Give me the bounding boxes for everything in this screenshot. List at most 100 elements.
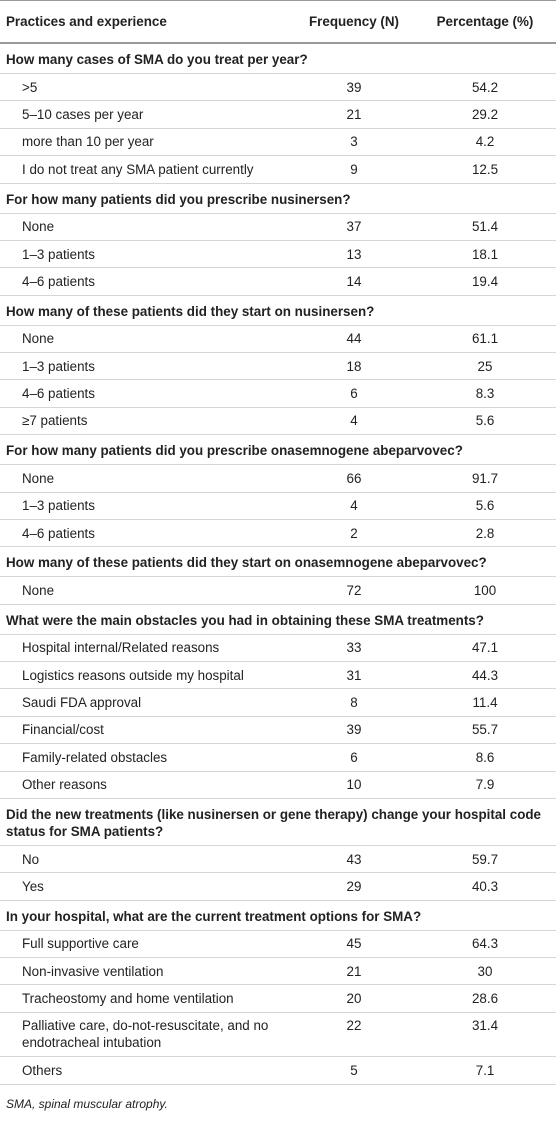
data-row: Other reasons 10 7.9 [0, 771, 556, 799]
row-label: Family-related obstacles [0, 743, 294, 772]
frequency-cell: 6 [294, 379, 414, 408]
section-title: What were the main obstacles you had in … [0, 604, 556, 635]
frequency-cell: 39 [294, 716, 414, 745]
frequency-cell: 44 [294, 325, 414, 354]
percentage-cell: 8.3 [414, 379, 556, 408]
section-title: For how many patients did you prescribe … [0, 434, 556, 466]
section-title: How many of these patients did they star… [0, 546, 556, 578]
row-label: I do not treat any SMA patient currently [0, 155, 294, 184]
row-label: Other reasons [0, 771, 294, 799]
frequency-cell: 29 [294, 872, 414, 901]
column-header: Frequency (N) [294, 0, 414, 44]
percentage-cell: 7.1 [414, 1056, 556, 1085]
data-row: ≥7 patients 4 5.6 [0, 407, 556, 436]
percentage-cell: 54.2 [414, 73, 556, 102]
percentage-cell: 44.3 [414, 661, 556, 690]
data-row: None 66 91.7 [0, 464, 556, 493]
row-label: more than 10 per year [0, 128, 294, 157]
section-title: How many cases of SMA do you treat per y… [0, 43, 556, 74]
percentage-cell: 40.3 [414, 872, 556, 901]
section-row: How many of these patients did they star… [0, 546, 556, 578]
frequency-cell: 10 [294, 771, 414, 799]
frequency-cell: 21 [294, 100, 414, 129]
data-row: Non-invasive ventilation 21 30 [0, 957, 556, 986]
data-row: 1–3 patients 4 5.6 [0, 492, 556, 520]
section-row: How many cases of SMA do you treat per y… [0, 43, 556, 74]
data-row: Others 5 7.1 [0, 1056, 556, 1085]
percentage-cell: 31.4 [414, 1012, 556, 1058]
row-label: Yes [0, 872, 294, 901]
row-label: 4–6 patients [0, 519, 294, 548]
frequency-cell: 14 [294, 267, 414, 296]
header-row: Practices and experience Frequency (N) P… [0, 0, 556, 44]
percentage-cell: 25 [414, 352, 556, 381]
percentage-cell: 19.4 [414, 267, 556, 296]
frequency-cell: 5 [294, 1056, 414, 1085]
frequency-cell: 4 [294, 407, 414, 436]
data-row: 4–6 patients 14 19.4 [0, 267, 556, 296]
footnote: SMA, spinal muscular atrophy. [6, 1096, 168, 1111]
percentage-cell: 55.7 [414, 716, 556, 745]
data-row: None 37 51.4 [0, 213, 556, 241]
data-row: 4–6 patients 2 2.8 [0, 519, 556, 548]
row-label: ≥7 patients [0, 407, 294, 436]
row-label: Hospital internal/Related reasons [0, 634, 294, 663]
row-label: Saudi FDA approval [0, 688, 294, 717]
data-row: more than 10 per year 3 4.2 [0, 128, 556, 157]
row-label: Logistics reasons outside my hospital [0, 661, 294, 690]
data-row: None 72 100 [0, 576, 556, 605]
row-label: 1–3 patients [0, 492, 294, 520]
section-row: For how many patients did you prescribe … [0, 434, 556, 466]
percentage-cell: 51.4 [414, 213, 556, 241]
percentage-cell: 5.6 [414, 407, 556, 436]
percentage-cell: 91.7 [414, 464, 556, 493]
row-label: None [0, 213, 294, 241]
table-body: How many cases of SMA do you treat per y… [0, 43, 556, 1085]
section-title: How many of these patients did they star… [0, 295, 556, 326]
data-row: 5–10 cases per year 21 29.2 [0, 100, 556, 129]
frequency-cell: 22 [294, 1012, 414, 1058]
data-row: Palliative care, do-not-resuscitate, and… [0, 1012, 556, 1058]
percentage-cell: 11.4 [414, 688, 556, 717]
data-row: 4–6 patients 6 8.3 [0, 379, 556, 408]
row-label: No [0, 845, 294, 874]
percentage-cell: 100 [414, 576, 556, 605]
percentage-cell: 5.6 [414, 492, 556, 520]
section-row: How many of these patients did they star… [0, 295, 556, 326]
data-row: I do not treat any SMA patient currently… [0, 155, 556, 184]
percentage-cell: 7.9 [414, 771, 556, 799]
column-header: Percentage (%) [414, 0, 556, 44]
percentage-cell: 2.8 [414, 519, 556, 548]
data-row: Yes 29 40.3 [0, 872, 556, 901]
row-label: None [0, 576, 294, 605]
data-row: Saudi FDA approval 8 11.4 [0, 688, 556, 717]
frequency-cell: 33 [294, 634, 414, 663]
frequency-cell: 13 [294, 240, 414, 269]
table: Practices and experience Frequency (N) P… [0, 0, 556, 1085]
data-row: Tracheostomy and home ventilation 20 28.6 [0, 984, 556, 1013]
data-row: None 44 61.1 [0, 325, 556, 354]
frequency-cell: 6 [294, 743, 414, 772]
data-row: Logistics reasons outside my hospital 31 4… [0, 661, 556, 690]
data-row: No 43 59.7 [0, 845, 556, 874]
row-label: Full supportive care [0, 930, 294, 959]
frequency-cell: 72 [294, 576, 414, 605]
section-row: For how many patients did you prescribe … [0, 183, 556, 214]
percentage-cell: 64.3 [414, 930, 556, 959]
frequency-cell: 31 [294, 661, 414, 690]
data-row: Hospital internal/Related reasons 33 47.1 [0, 634, 556, 663]
percentage-cell: 28.6 [414, 984, 556, 1013]
row-label: >5 [0, 73, 294, 102]
percentage-cell: 4.2 [414, 128, 556, 157]
row-label: 1–3 patients [0, 352, 294, 381]
percentage-cell: 59.7 [414, 845, 556, 874]
section-title: For how many patients did you prescribe … [0, 183, 556, 214]
row-label: 5–10 cases per year [0, 100, 294, 129]
percentage-cell: 29.2 [414, 100, 556, 129]
section-title: Did the new treatments (like nusinersen … [0, 798, 556, 846]
frequency-cell: 9 [294, 155, 414, 184]
percentage-cell: 30 [414, 957, 556, 986]
row-label: None [0, 325, 294, 354]
row-label: 4–6 patients [0, 267, 294, 296]
